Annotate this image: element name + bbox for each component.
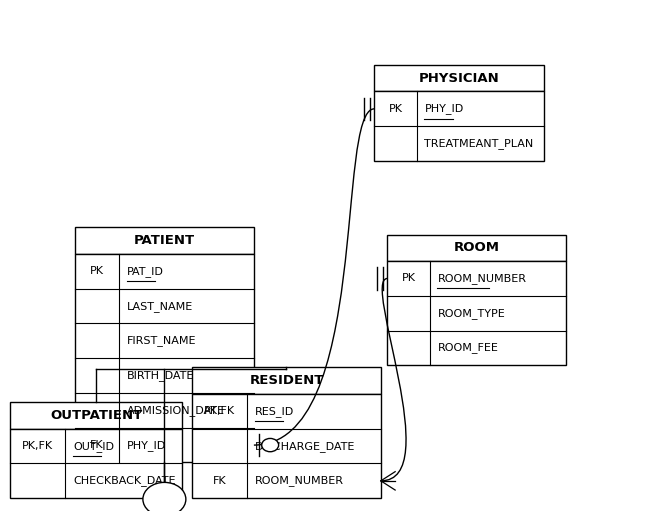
Bar [192, 367, 381, 394]
Text: TREATMEANT_PLAN: TREATMEANT_PLAN [424, 138, 534, 149]
Text: FK: FK [90, 440, 104, 450]
Text: PK,FK: PK,FK [22, 441, 53, 451]
Bar [75, 254, 254, 462]
Text: ROOM_FEE: ROOM_FEE [437, 342, 499, 354]
Text: PAT_ID: PAT_ID [127, 266, 164, 277]
Text: OUT_ID: OUT_ID [73, 440, 114, 452]
Text: PHY_ID: PHY_ID [127, 439, 166, 451]
Text: CHECKBACK_DATE: CHECKBACK_DATE [73, 475, 175, 486]
Bar [10, 429, 182, 498]
Text: RES_ID: RES_ID [255, 406, 294, 417]
Text: FK: FK [213, 476, 227, 486]
Text: LAST_NAME: LAST_NAME [127, 300, 193, 312]
Text: BIRTH_DATE: BIRTH_DATE [127, 370, 194, 381]
Bar [374, 91, 544, 161]
Text: PATIENT: PATIENT [134, 234, 195, 247]
Text: ROOM_NUMBER: ROOM_NUMBER [255, 475, 344, 486]
Text: ROOM_NUMBER: ROOM_NUMBER [437, 273, 527, 284]
Text: FIRST_NAME: FIRST_NAME [127, 335, 197, 346]
Text: ROOM_TYPE: ROOM_TYPE [437, 308, 505, 319]
Bar [374, 65, 544, 91]
Text: OUTPATIENT: OUTPATIENT [50, 409, 142, 422]
Text: DISCHARGE_DATE: DISCHARGE_DATE [255, 440, 355, 452]
Bar [75, 227, 254, 254]
Text: ROOM: ROOM [454, 241, 500, 254]
Bar [192, 394, 381, 498]
Text: PHY_ID: PHY_ID [424, 103, 464, 114]
Text: PK: PK [90, 266, 104, 276]
Text: PK: PK [389, 104, 402, 114]
Text: PK: PK [402, 273, 415, 284]
Text: PK,FK: PK,FK [204, 406, 235, 416]
Bar [387, 261, 566, 365]
Bar [387, 235, 566, 261]
Circle shape [262, 438, 279, 452]
Text: RESIDENT: RESIDENT [249, 374, 324, 387]
Text: ADMISSION_DATE: ADMISSION_DATE [127, 405, 225, 416]
Text: PHYSICIAN: PHYSICIAN [419, 72, 499, 85]
Text: d: d [160, 493, 169, 506]
Bar [10, 402, 182, 429]
Circle shape [143, 482, 186, 511]
